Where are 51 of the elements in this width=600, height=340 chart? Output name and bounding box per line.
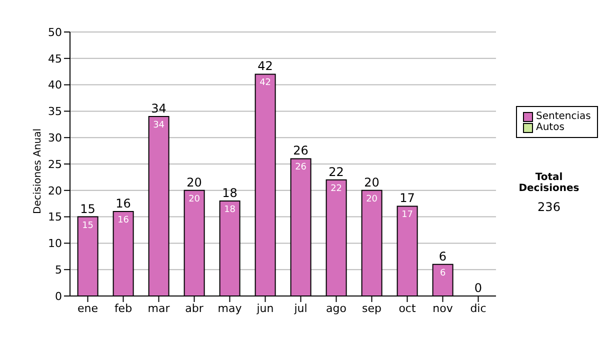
y-tick-label: 45: [48, 52, 62, 66]
data-label: 6: [440, 268, 446, 278]
x-tick-label: jul: [293, 302, 308, 315]
data-label: 42: [260, 78, 272, 88]
total-label: 17: [400, 191, 415, 206]
y-tick-label: 15: [48, 210, 62, 224]
y-axis-title: Decisiones Anual: [32, 128, 44, 214]
y-tick-label: 0: [55, 290, 62, 303]
data-label: 20: [188, 194, 200, 204]
data-label: 22: [330, 184, 342, 194]
x-tick-label: dic: [470, 302, 486, 315]
x-tick-label: ene: [77, 302, 98, 315]
y-tick-label: 40: [48, 78, 62, 92]
y-tick-label: 30: [48, 132, 62, 145]
x-tick-label: may: [218, 302, 242, 315]
total-label: 20: [364, 175, 380, 190]
total-label: 15: [80, 202, 96, 216]
y-tick-label: 10: [48, 237, 62, 250]
data-label: 26: [295, 162, 307, 173]
y-tick-label: 5: [55, 264, 62, 277]
y-tick-label: 35: [48, 105, 62, 118]
text: 236: [536, 200, 562, 214]
total-label: 26: [293, 144, 308, 158]
total-label: 0: [474, 281, 482, 295]
total-label: 18: [222, 186, 238, 200]
data-label: 20: [366, 194, 378, 204]
y-tick-label: 50: [48, 26, 62, 39]
data-label: 16: [118, 216, 130, 226]
total-label: 34: [151, 101, 166, 116]
total-label: 6: [438, 249, 447, 264]
data-label: 15: [82, 220, 94, 231]
x-tick-label: mar: [148, 302, 170, 315]
data-label: 17: [402, 210, 414, 220]
x-tick-label: ago: [326, 302, 347, 315]
data-label: 34: [153, 120, 165, 130]
x-tick-label: sep: [362, 302, 382, 315]
x-tick-label: feb: [114, 302, 132, 315]
total-label: 22: [328, 164, 344, 179]
x-tick-label: jun: [256, 302, 274, 315]
legend-label: Autos: [536, 122, 564, 133]
x-tick-label: nov: [432, 302, 454, 315]
data-label: 18: [224, 204, 236, 215]
x-tick-label: oct: [398, 302, 416, 315]
y-tick-label: 20: [48, 184, 62, 198]
total-label: 42: [258, 59, 273, 74]
total-label: 20: [186, 175, 202, 190]
legend-label: Sentencias: [536, 111, 591, 122]
y-tick-label: 25: [48, 158, 62, 171]
text: Total Decisiones: [518, 172, 580, 194]
x-tick-label: abr: [185, 302, 204, 315]
total-label: 16: [116, 196, 131, 211]
